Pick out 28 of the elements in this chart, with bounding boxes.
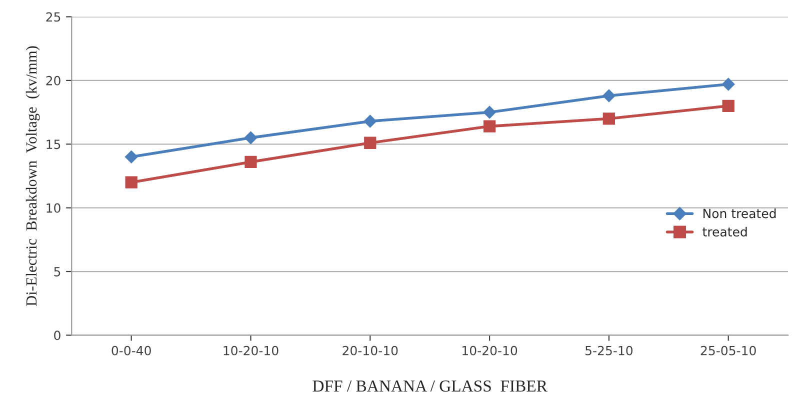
legend-label: Non treated (703, 208, 776, 218)
point (124, 150, 138, 164)
y-tick-label: 20 (46, 76, 60, 86)
y-axis-title: Di-Electric Breakdown Voltage (kv/mm) (26, 46, 40, 306)
y-tick-label: 25 (46, 12, 60, 22)
point (244, 131, 258, 144)
point (364, 114, 377, 128)
x-tick-label: 10-20-10 (224, 346, 278, 356)
x-tick-label: 0-0-40 (112, 346, 151, 356)
point (722, 100, 734, 112)
point (483, 106, 496, 119)
x-tick-label: 20-10-10 (342, 346, 398, 356)
y-tick-label: 0 (54, 330, 60, 340)
y-tick-label: 15 (46, 140, 60, 150)
x-tick-label: 5-25-10 (586, 346, 633, 356)
point (364, 136, 376, 149)
point (483, 120, 496, 132)
point (602, 112, 616, 125)
y-tick-label: 5 (54, 267, 60, 276)
point (125, 176, 138, 188)
legend-label: treated (702, 226, 747, 237)
x-tick-label: 10-20-10 (462, 346, 518, 356)
point (244, 156, 257, 168)
point (722, 78, 735, 91)
x-tick-label: 25-05-10 (700, 346, 756, 356)
y-tick-label: 10 (46, 203, 60, 213)
point (602, 89, 616, 102)
x-axis-title: DFF / BANANA / GLASS FIBER (312, 380, 548, 392)
